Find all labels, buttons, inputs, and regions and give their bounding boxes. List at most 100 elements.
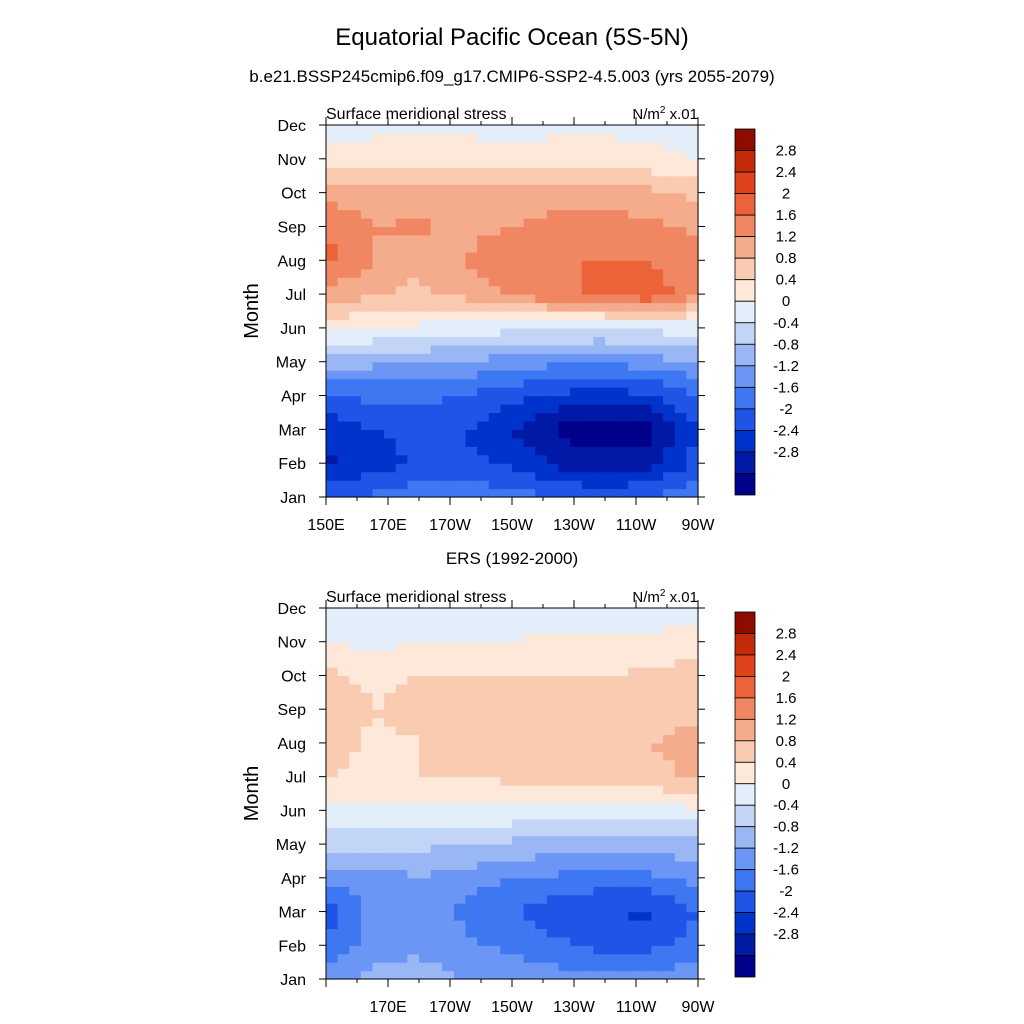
heatmap-cell — [581, 133, 594, 143]
heatmap-cell — [465, 327, 478, 337]
heatmap-cell — [453, 167, 467, 177]
heatmap-cell — [453, 471, 467, 481]
heatmap-cell — [593, 260, 606, 270]
heatmap-cell — [349, 700, 362, 710]
heatmap-cell — [407, 877, 420, 887]
heatmap-cell — [407, 903, 420, 913]
heatmap-cell — [465, 437, 478, 447]
heatmap-cell — [407, 827, 420, 837]
heatmap-cell — [605, 903, 618, 913]
heatmap-cell — [488, 667, 501, 677]
heatmap-cell — [442, 480, 455, 490]
heatmap-cell — [500, 446, 513, 456]
heatmap-cell — [430, 886, 443, 896]
heatmap-cell — [535, 818, 548, 828]
heatmap-cell — [360, 327, 374, 337]
colorbar-label: -2 — [779, 401, 792, 418]
heatmap-cell — [395, 869, 408, 879]
heatmap-cell — [477, 463, 490, 473]
heatmap-cell — [337, 683, 350, 693]
heatmap-cell — [512, 633, 525, 643]
heatmap-cell — [639, 412, 653, 422]
heatmap-cell — [500, 125, 513, 135]
heatmap-cell — [500, 209, 513, 219]
heatmap-cell — [349, 294, 362, 304]
heatmap-cell — [453, 726, 467, 736]
heatmap-cell — [663, 420, 676, 430]
heatmap-cell — [500, 970, 513, 980]
heatmap-cell — [558, 818, 571, 828]
heatmap-cell — [430, 919, 443, 930]
heatmap-cell — [593, 218, 606, 228]
heatmap-cell — [465, 616, 478, 626]
heatmap-cell — [360, 726, 374, 736]
heatmap-cell — [639, 793, 653, 803]
heatmap-cell — [616, 395, 629, 405]
heatmap-cell — [605, 919, 618, 930]
heatmap-cell — [477, 285, 490, 295]
heatmap-cell — [407, 844, 420, 854]
heatmap-cell — [535, 311, 548, 321]
y-tick-label: Nov — [278, 635, 306, 652]
heatmap-cell — [453, 429, 467, 439]
heatmap-cell — [512, 827, 525, 837]
heatmap-cell — [419, 633, 432, 643]
heatmap-cell — [546, 785, 560, 795]
heatmap-cell — [395, 480, 408, 490]
heatmap-cell — [395, 251, 408, 261]
heatmap-cell — [372, 243, 385, 253]
heatmap-cell — [616, 234, 629, 244]
heatmap-cell — [453, 936, 467, 946]
heatmap-cell — [605, 277, 618, 287]
heatmap-cell — [535, 692, 548, 702]
heatmap-cell — [488, 801, 501, 811]
heatmap-cell — [419, 700, 432, 710]
heatmap-cell — [651, 378, 664, 388]
heatmap-cell — [663, 311, 676, 321]
heatmap-cell — [663, 633, 676, 643]
heatmap-cell — [349, 209, 362, 219]
heatmap-cell — [546, 294, 560, 304]
heatmap-cell — [581, 395, 594, 405]
heatmap-cell — [570, 785, 583, 795]
heatmap-cell — [395, 437, 408, 447]
heatmap-cell — [407, 192, 420, 202]
heatmap-cell — [593, 785, 606, 795]
heatmap-cell — [512, 667, 525, 677]
heatmap-cell — [663, 667, 676, 677]
heatmap-cell — [337, 251, 350, 261]
heatmap-cell — [639, 395, 653, 405]
heatmap-cell — [419, 759, 432, 769]
heatmap-cell — [500, 370, 513, 380]
heatmap-cell — [581, 437, 594, 447]
heatmap-cell — [651, 608, 664, 618]
heatmap-cell — [674, 251, 687, 261]
heatmap-cell — [593, 801, 606, 811]
heatmap-cell — [593, 184, 606, 194]
heatmap-cell — [593, 201, 606, 211]
heatmap-cell — [512, 768, 525, 778]
heatmap-cell — [465, 877, 478, 887]
heatmap-cell — [500, 319, 513, 329]
heatmap-cell — [395, 454, 408, 464]
heatmap-cell — [419, 835, 432, 845]
heatmap-cell — [326, 768, 339, 778]
heatmap-cell — [488, 404, 501, 414]
heatmap-cell — [453, 776, 467, 786]
heatmap-cell — [372, 903, 385, 913]
heatmap-cell — [442, 251, 455, 261]
colorbar-label: -0.8 — [773, 336, 799, 353]
heatmap-cell — [430, 759, 443, 769]
heatmap-cell — [686, 404, 699, 414]
heatmap-cell — [674, 471, 687, 481]
heatmap-cell — [651, 894, 664, 904]
heatmap-cell — [570, 776, 583, 786]
heatmap-cell — [674, 641, 687, 651]
heatmap-cell — [477, 894, 490, 904]
heatmap-cell — [663, 962, 676, 972]
heatmap-cell — [407, 793, 420, 803]
colorbar-label: -1.6 — [773, 862, 799, 879]
heatmap-cell — [407, 734, 420, 744]
heatmap-cell — [349, 125, 362, 135]
heatmap-cell — [628, 395, 641, 405]
